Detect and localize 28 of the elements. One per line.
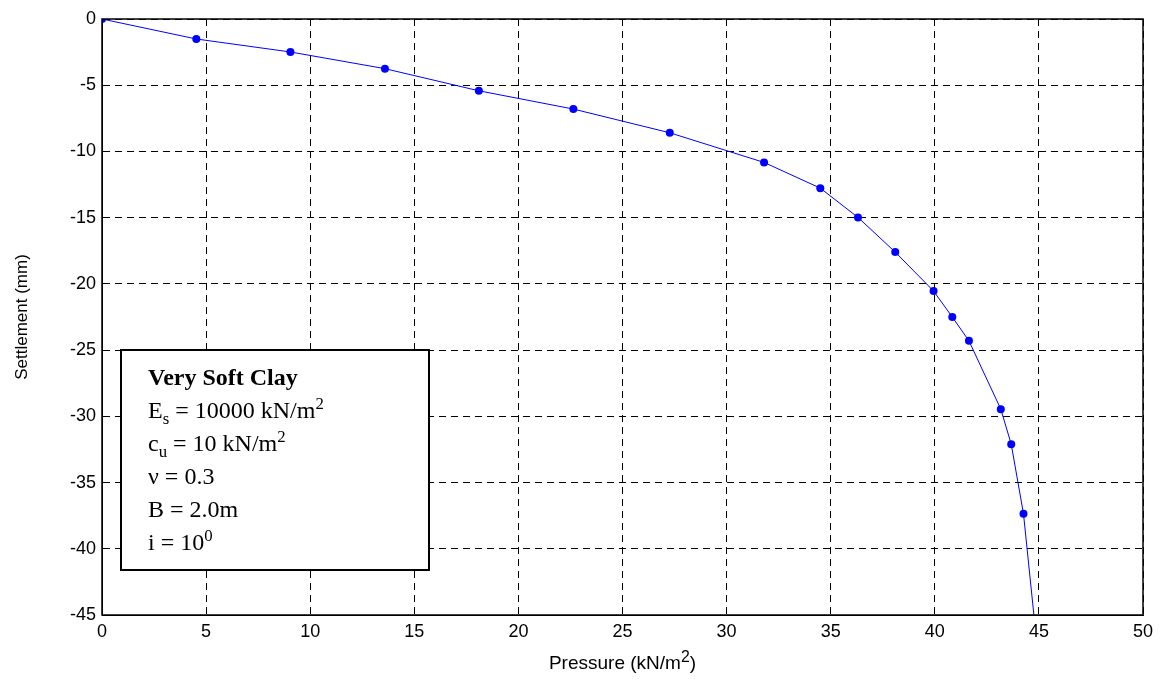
annotation: Very Soft Clay — [148, 363, 299, 392]
annotation: E$_{s}$ = 10000 kN/m$^{2}$ — [148, 394, 325, 428]
annotation: B = 2.0m — [148, 495, 240, 524]
x-tick-label: 5 — [201, 620, 212, 641]
x-tick-label: 25 — [612, 620, 633, 641]
x-tick-label: 15 — [404, 620, 425, 641]
y-tick-label: -45 — [69, 603, 96, 624]
y-tick-label: -25 — [69, 339, 96, 360]
y-tick-label: -10 — [69, 140, 96, 161]
x-tick-label: 50 — [1132, 620, 1154, 641]
x-axis-title: Pressure (kN/m$^{2}$) — [547, 648, 698, 675]
y-axis-title: Settlement (mm) — [12, 254, 32, 380]
y-tick-label: -5 — [79, 74, 96, 95]
y-tick-label: -20 — [69, 272, 96, 293]
y-tick-label: -30 — [69, 405, 96, 426]
x-tick-label: 10 — [300, 620, 321, 641]
annotation: ν = 0.3 — [148, 462, 216, 491]
y-tick-label: -40 — [69, 537, 96, 558]
y-tick-label: -15 — [69, 206, 96, 227]
x-tick-label: 40 — [924, 620, 945, 641]
annotation: i = 10$^{0}$ — [148, 526, 214, 557]
x-tick-label: 30 — [716, 620, 737, 641]
y-tick-label: -35 — [69, 471, 96, 492]
x-tick-label: 20 — [508, 620, 529, 641]
y-tick-label: 0 — [85, 7, 96, 28]
x-tick-label: 45 — [1028, 620, 1049, 641]
x-tick-label: 35 — [820, 620, 841, 641]
annotation: c$_{u}$ = 10 kN/m$^{2}$ — [148, 427, 287, 461]
